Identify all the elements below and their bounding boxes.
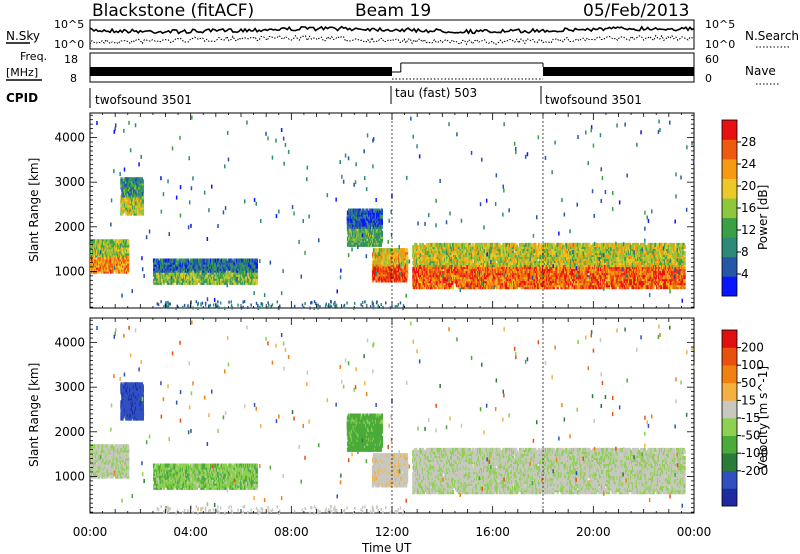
cpid-segment-2: tau (fast) 503 [395, 86, 477, 100]
velocity-scatter [90, 318, 695, 516]
colorbar-swatch [722, 365, 737, 384]
freq-tick-bottom: 8 [70, 72, 77, 85]
colorbar-swatch [722, 418, 737, 436]
colorbar-tick-label: 4 [741, 267, 749, 281]
colorbar-swatch [722, 347, 737, 366]
x-tick-label: 12:00 [375, 525, 410, 539]
power-scatter [90, 113, 695, 311]
colorbar-swatch [722, 237, 737, 258]
sky-panel: N.Sky 10^5 10^0 10^5 10^0 N.Search [6, 18, 799, 51]
y-tick-label: 4000 [54, 336, 85, 350]
colorbar-swatch [722, 276, 737, 297]
velocity-colorbar: 200 100 50 15 -15 -50 -100 -200 [721, 329, 768, 507]
velocity-panel: Slant Range [km] 1000 2000 3000 4000 [27, 317, 695, 516]
power-panel: Slant Range [km] 1000 2000 3000 4000 [27, 112, 695, 311]
velocity-ylabel: Slant Range [km] [27, 363, 41, 467]
nsearch-trace [89, 34, 695, 46]
nsearch-tick-top: 10^5 [705, 18, 735, 31]
velocity-colorbar-label: Velocity [m s^-1] [756, 366, 770, 470]
cpid-label: CPID [6, 91, 38, 105]
colorbar-tick-label: 50 [741, 376, 756, 390]
y-tick-label: 3000 [54, 175, 85, 189]
x-tick-label: 04:00 [173, 525, 208, 539]
colorbar-swatch [722, 470, 737, 489]
colorbar-swatch [722, 382, 737, 401]
freq-label: Freq. [20, 50, 47, 63]
y-tick-label: 4000 [54, 131, 85, 145]
colorbar-swatch [722, 159, 737, 179]
power-colorbar: 4 8 12 16 20 24 28 [721, 119, 756, 297]
colorbar-tick-label: 15 [741, 393, 756, 407]
y-tick-label: 1000 [54, 264, 85, 278]
frequency-trace [90, 62, 694, 80]
nsky-label: N.Sky [6, 29, 40, 43]
colorbar-swatch [722, 330, 737, 348]
y-tick-label: 2000 [54, 220, 85, 234]
colorbar-tick-label: 8 [741, 245, 749, 259]
colorbar-swatch [722, 120, 737, 140]
colorbar-swatch [722, 435, 737, 454]
x-tick-label: 08:00 [274, 525, 309, 539]
freq-panel: Freq. [MHz] 18 8 60 0 Nave [6, 50, 780, 85]
colorbar-tick-label: -50 [741, 429, 761, 443]
nsky-tick-bottom: 10^0 [54, 38, 84, 51]
power-colorbar-label: Power [dB] [756, 185, 770, 250]
x-tick-label: 00:00 [73, 525, 108, 539]
x-tick-label: 20:00 [576, 525, 611, 539]
cpid-segment-3: twofsound 3501 [545, 93, 642, 107]
freq-tick-top: 18 [64, 53, 78, 66]
colorbar-swatch [722, 256, 737, 277]
freq-unit-label: [MHz] [6, 66, 38, 79]
y-tick-label: 1000 [54, 469, 85, 483]
y-tick-label: 3000 [54, 380, 85, 394]
colorbar-tick-label: 24 [741, 157, 756, 171]
colorbar-swatch [722, 453, 737, 472]
cpid-segment-1: twofsound 3501 [95, 93, 192, 107]
colorbar-tick-label: -100 [741, 446, 768, 460]
colorbar-swatch [722, 178, 737, 199]
x-tick-label: 16:00 [475, 525, 510, 539]
colorbar-tick-label: 16 [741, 201, 756, 215]
power-ylabel: Slant Range [km] [27, 158, 41, 262]
colorbar-tick-label: 100 [741, 358, 764, 372]
colorbar-swatch [722, 198, 737, 219]
colorbar-tick-label: 12 [741, 223, 756, 237]
colorbar-swatch [722, 488, 737, 507]
colorbar-tick-label: 200 [741, 341, 764, 355]
x-axis-label: Time UT [361, 541, 412, 554]
nsearch-label: N.Search [745, 29, 799, 43]
x-tick-label: 00:00 [677, 525, 712, 539]
nave-label: Nave [745, 64, 776, 78]
cpid-panel: CPID twofsound 3501 tau (fast) 503 twofs… [6, 86, 642, 108]
nave-tick-bottom: 0 [705, 72, 712, 85]
nsky-tick-top: 10^5 [54, 18, 84, 31]
colorbar-tick-label: 28 [741, 135, 756, 149]
nsky-trace [89, 25, 695, 35]
colorbar-tick-label: -15 [741, 411, 761, 425]
colorbar-swatch [722, 139, 737, 160]
nsearch-tick-bottom: 10^0 [705, 38, 735, 51]
y-tick-label: 2000 [54, 425, 85, 439]
station-title: Blackstone (fitACF) [92, 1, 254, 21]
beam-title: Beam 19 [355, 1, 431, 21]
date-title: 05/Feb/2013 [583, 1, 689, 21]
colorbar-tick-label: 20 [741, 179, 756, 193]
colorbar-tick-label: -200 [741, 464, 768, 478]
nave-tick-top: 60 [705, 53, 719, 66]
x-axis: 00:00 04:00 08:00 12:00 16:00 20:00 00:00 [73, 525, 712, 539]
colorbar-swatch [722, 400, 737, 419]
colorbar-swatch [722, 217, 737, 238]
